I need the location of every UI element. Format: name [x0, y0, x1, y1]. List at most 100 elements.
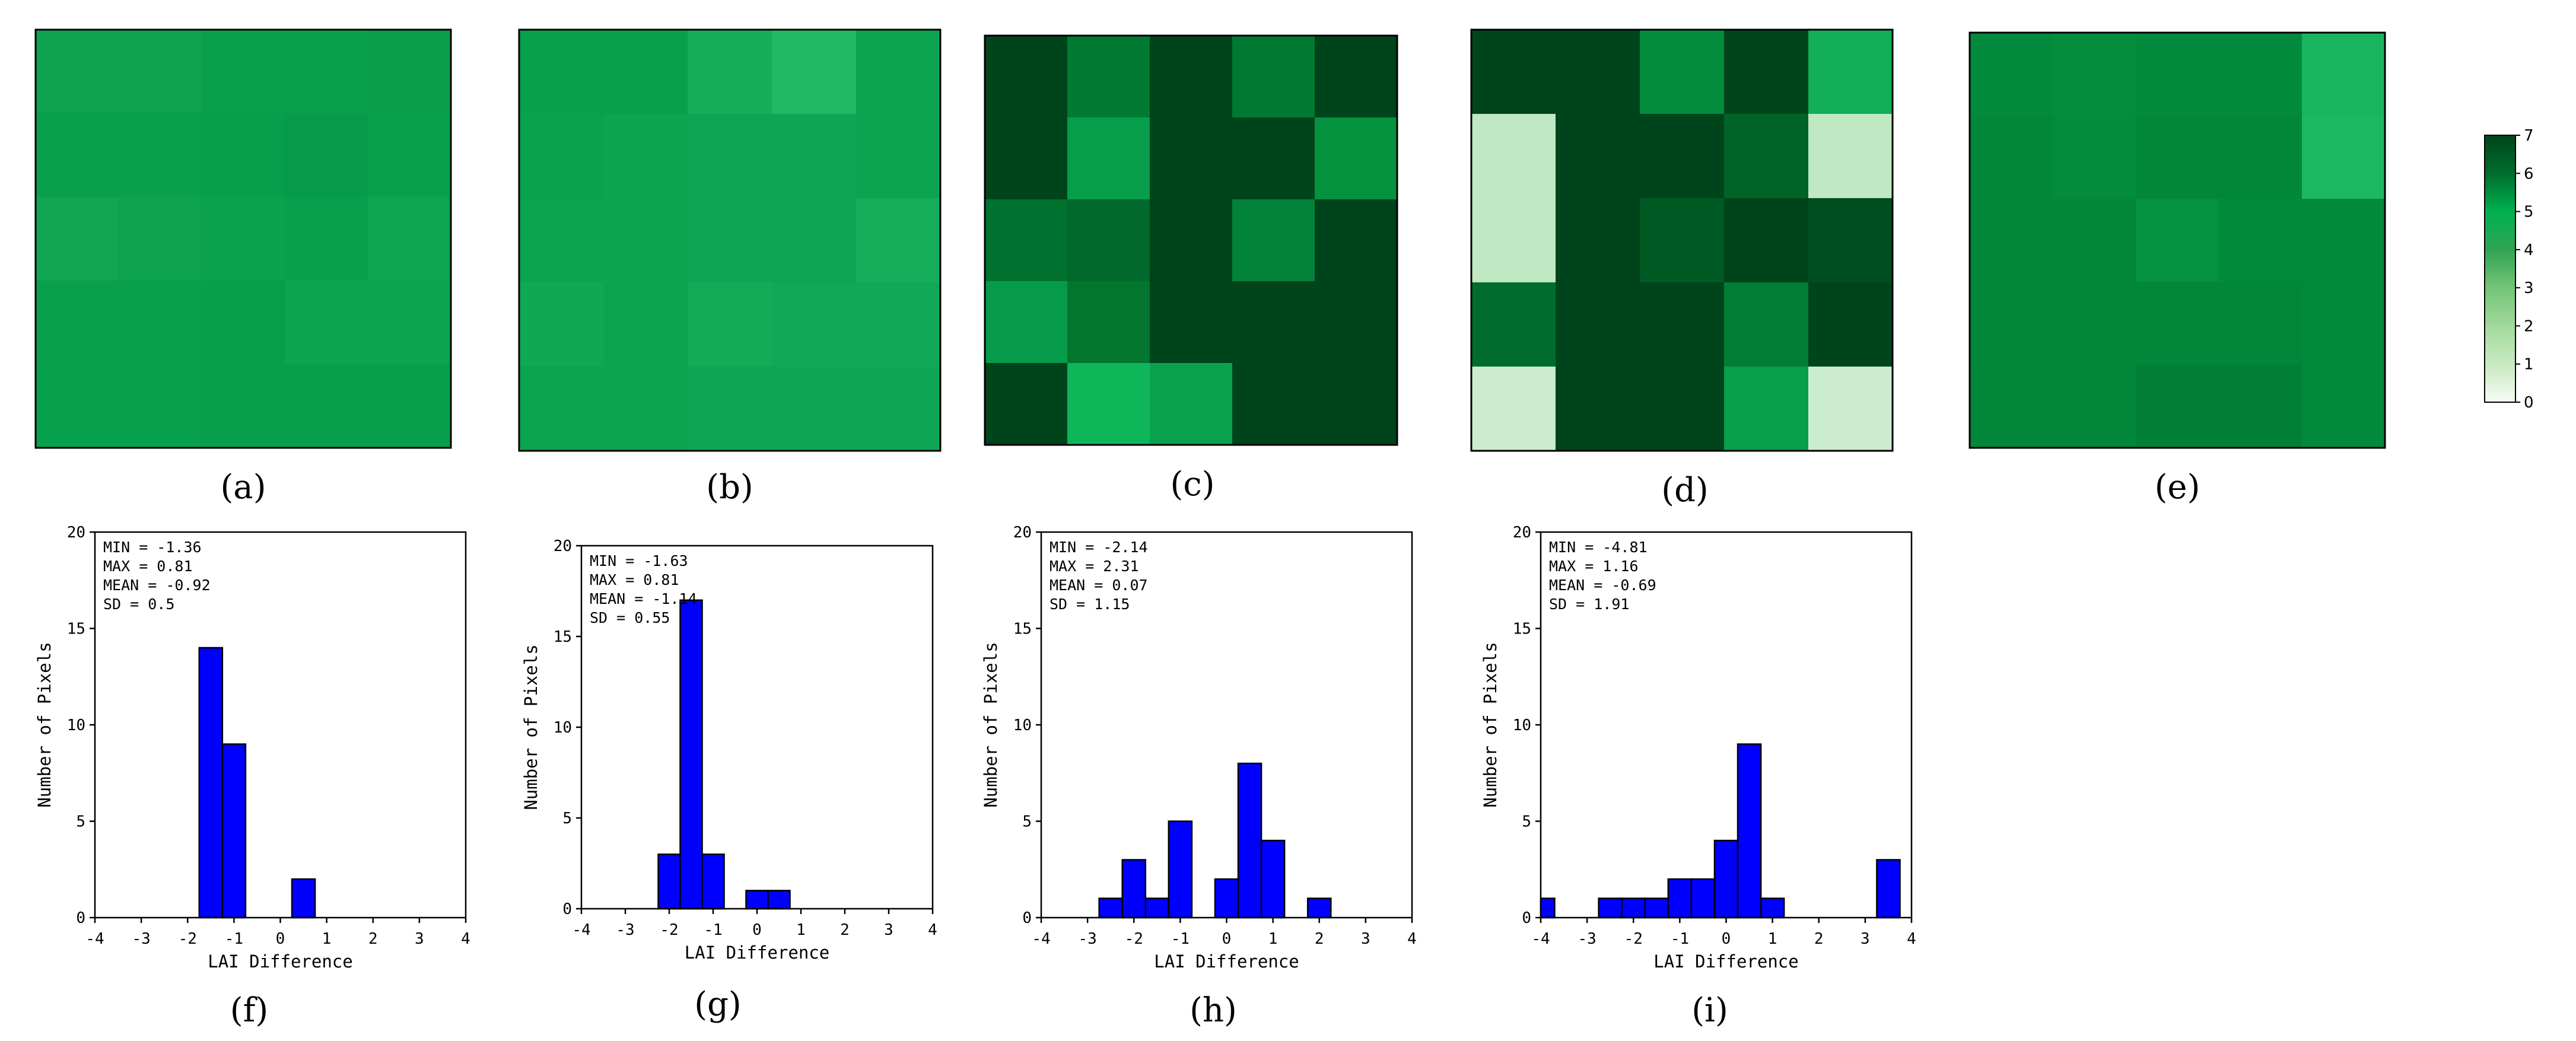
heatmap-cell: [1150, 199, 1233, 282]
heatmap-cell: [772, 367, 857, 451]
heatmap-cell: [2053, 199, 2136, 282]
heatmap-cell: [688, 282, 772, 367]
heatmap-cell: [1150, 363, 1233, 445]
heatmap-cell: [285, 364, 368, 448]
heatmap-cell: [368, 197, 451, 281]
heatmap-cell: [368, 281, 451, 365]
x-tick-label: 1: [1768, 930, 1777, 948]
y-tick-label: 15: [67, 620, 85, 638]
heatmap-cell: [2053, 282, 2136, 365]
heatmap-cell: [36, 113, 119, 198]
x-tick-label: 0: [752, 921, 762, 939]
heatmap-cell: [1640, 114, 1725, 199]
x-axis-label: LAI Difference: [685, 943, 829, 963]
heatmap-cell: [772, 282, 857, 367]
panel-label-f: (f): [230, 991, 268, 1030]
heatmap-cell: [1808, 282, 1893, 367]
heatmap-cell: [1724, 30, 1809, 114]
heatmap-cell: [2219, 365, 2303, 448]
heatmap-cell: [856, 114, 941, 199]
stat-text: SD = 0.5: [103, 596, 174, 613]
x-tick-label: 2: [368, 930, 378, 948]
x-tick-label: -3: [132, 930, 150, 948]
colorbar-tick-label: 2: [2524, 317, 2534, 335]
heatmap-cell: [603, 282, 688, 367]
heatmap-d: [1470, 28, 1894, 452]
x-tick-label: -2: [1125, 930, 1143, 948]
heatmap-frame: [984, 34, 1398, 446]
heatmap-cell: [2302, 365, 2386, 448]
panel-label-g: (g): [694, 985, 742, 1024]
stat-text: SD = 1.15: [1050, 596, 1130, 613]
heatmap-cell: [36, 30, 119, 114]
y-tick-label: 5: [562, 810, 572, 827]
heatmap-cell: [119, 113, 202, 198]
heatmap-cell: [119, 281, 202, 365]
histogram-bar: [1690, 878, 1716, 919]
heatmap-cell: [285, 113, 368, 198]
histogram-bar: [701, 853, 725, 910]
histogram-bar: [1540, 897, 1556, 919]
y-tick-label: 20: [1513, 524, 1531, 542]
heatmap-cell: [368, 30, 451, 114]
heatmap-cell: [1315, 281, 1398, 364]
heatmap-cell: [1315, 363, 1398, 445]
heatmap-cell: [1471, 282, 1556, 367]
x-tick-label: 3: [1361, 930, 1370, 948]
stat-text: MEAN = -0.92: [103, 577, 211, 594]
heatmap-cell: [856, 198, 941, 283]
x-tick-label: 4: [1407, 930, 1417, 948]
x-tick-label: 4: [461, 930, 470, 948]
heatmap-cell: [119, 197, 202, 281]
y-tick-label: 5: [76, 813, 85, 831]
heatmap-frame: [1470, 28, 1894, 452]
heatmap-cell: [856, 367, 941, 451]
histogram-bar: [1168, 820, 1193, 919]
y-tick-label: 10: [67, 717, 85, 734]
stat-text: SD = 1.91: [1549, 596, 1629, 613]
heatmap-b: [518, 28, 942, 452]
heatmap-cell: [856, 282, 941, 367]
x-tick-label: -1: [704, 921, 722, 939]
histogram-i: -4 -3 -2 -1 0 1 2 3 4 0 5 10 15 20 LAI Difference Numbe…: [1480, 524, 1916, 972]
heatmap-cell: [202, 197, 285, 281]
x-tick-label: -1: [1171, 930, 1190, 948]
heatmap-cell: [1471, 114, 1556, 199]
y-tick-label: 15: [1513, 620, 1531, 638]
x-tick-label: 2: [840, 921, 850, 939]
x-tick-label: 1: [322, 930, 332, 948]
x-tick-label: 4: [928, 921, 937, 939]
heatmap-cell: [36, 281, 119, 365]
panel-label-h: (h): [1190, 991, 1237, 1030]
heatmap-cell: [1556, 282, 1640, 367]
heatmap-cell: [2053, 365, 2136, 448]
heatmap-cell: [1232, 36, 1315, 118]
heatmap-cell: [1232, 199, 1315, 282]
heatmap-cell: [36, 364, 119, 448]
histogram-bar: [657, 853, 681, 910]
x-tick-label: -2: [179, 930, 197, 948]
heatmap-cell: [285, 30, 368, 114]
panel-label-b: (b): [706, 468, 753, 507]
histogram-bar: [291, 878, 316, 919]
heatmap-cell: [2302, 282, 2386, 365]
x-axis-label: LAI Difference: [208, 951, 352, 972]
x-tick-label: -4: [572, 921, 590, 939]
histogram-bar: [1306, 897, 1332, 919]
y-tick-label: 20: [1013, 524, 1032, 542]
heatmap-cell: [1232, 117, 1315, 200]
x-tick-label: 0: [276, 930, 285, 948]
y-tick-label: 15: [554, 628, 572, 646]
heatmap-cell: [985, 281, 1068, 364]
stat-text: MAX = 0.81: [103, 558, 193, 575]
y-tick-label: 0: [1522, 909, 1531, 927]
histogram-bar: [745, 890, 769, 910]
histogram-bar: [1598, 897, 1623, 919]
histogram-bar: [1260, 839, 1286, 919]
stat-text: MIN = -1.63: [590, 552, 688, 569]
heatmap-cell: [1640, 282, 1725, 367]
heatmap-cell: [1232, 363, 1315, 445]
x-tick-label: -4: [1531, 930, 1550, 948]
heatmap-cell: [1067, 199, 1150, 282]
